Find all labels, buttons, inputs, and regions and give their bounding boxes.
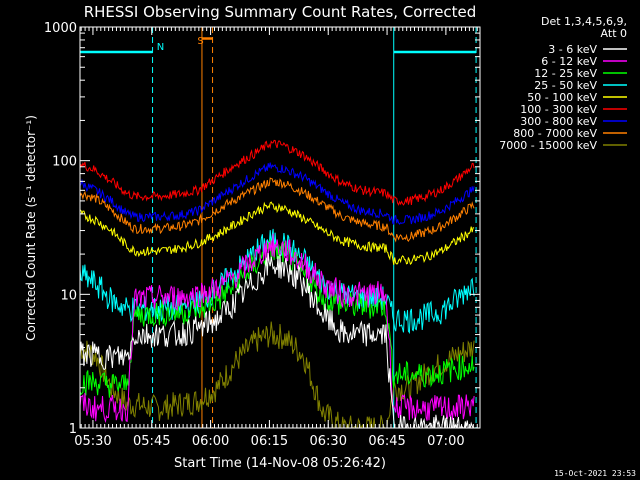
legend-label: 300 - 800 keV xyxy=(520,115,597,128)
series-line-100-300-kev xyxy=(80,139,475,206)
x-tick-label: 05:45 xyxy=(133,434,170,449)
x-axis-label: Start Time (14-Nov-08 05:26:42) xyxy=(174,456,386,471)
y-tick-label: 10 xyxy=(60,288,77,303)
series-line-25-50-kev xyxy=(80,228,475,334)
x-tick-label: 06:15 xyxy=(251,434,288,449)
legend-label: 100 - 300 keV xyxy=(520,103,597,116)
annotation-label-s: S xyxy=(197,36,203,47)
legend-label: 50 - 100 keV xyxy=(527,91,597,104)
x-tick-label: 07:00 xyxy=(427,434,464,449)
chart-title: RHESSI Observing Summary Count Rates, Co… xyxy=(84,3,477,21)
y-tick-label: 100 xyxy=(52,155,77,170)
legend-label: 800 - 7000 keV xyxy=(513,127,597,140)
x-tick-label: 05:30 xyxy=(74,434,111,449)
series-line-6-12-kev xyxy=(80,233,475,424)
series-layer xyxy=(80,139,475,428)
legend-label: 3 - 6 keV xyxy=(548,43,597,56)
legend-header: Det 1,3,4,5,6,9, xyxy=(541,15,627,28)
series-line-3-6-kev xyxy=(80,252,475,428)
x-tick-label: 06:30 xyxy=(310,434,347,449)
legend-header: Att 0 xyxy=(601,27,627,40)
plot-frame xyxy=(79,26,481,429)
y-tick-label: 1000 xyxy=(44,21,77,36)
series-line-50-100-kev xyxy=(80,201,475,266)
series-line-800-7000-kev xyxy=(80,177,475,243)
series-line-300-800-kev xyxy=(80,162,475,226)
legend-label: 25 - 50 keV xyxy=(534,79,597,92)
x-tick-label: 06:00 xyxy=(192,434,229,449)
x-tick-label: 06:45 xyxy=(368,434,405,449)
legend-label: 7000 - 15000 keV xyxy=(499,139,597,152)
y-axis: 1 10 100 1000 xyxy=(44,21,480,437)
legend-label: 12 - 25 keV xyxy=(534,67,597,80)
series-line-12-25-kev xyxy=(80,238,475,398)
x-axis: 05:30 05:45 06:00 06:15 06:30 06:45 07:00 xyxy=(74,27,478,449)
footer-timestamp: 15-Oct-2021 23:53 xyxy=(554,469,636,478)
y-axis-label: Corrected Count Rate (s⁻¹ detector⁻¹) xyxy=(24,115,38,341)
legend-label: 6 - 12 keV xyxy=(541,55,597,68)
annotation-label-n: N xyxy=(157,42,164,53)
y-tick-label: 1 xyxy=(69,422,77,437)
